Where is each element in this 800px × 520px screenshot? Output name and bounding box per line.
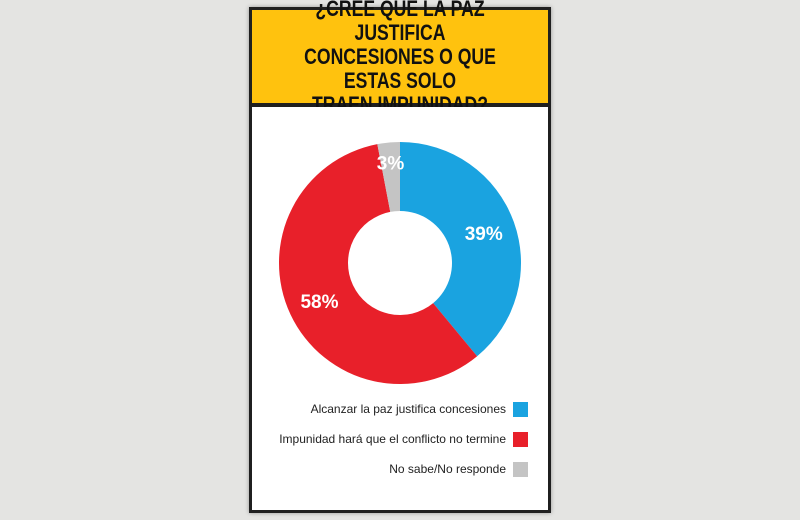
- infographic-card: ¿CREE QUE LA PAZ JUSTIFICA CONCESIONES O…: [249, 0, 551, 513]
- donut-slice-1: [400, 142, 521, 357]
- legend-item-2: Impunidad hará que el conflicto no termi…: [279, 429, 528, 449]
- chart-panel: 39% 58% 3% Alcanzar la paz justifica conce…: [252, 107, 548, 510]
- legend-swatch: [513, 431, 528, 447]
- legend-item-3: No sabe/No responde: [389, 459, 528, 479]
- legend-swatch: [513, 461, 528, 477]
- chart-title: ¿CREE QUE LA PAZ JUSTIFICA CONCESIONES O…: [304, 0, 496, 117]
- slice-label-1: 39%: [465, 224, 503, 245]
- donut-slice-2: [278, 144, 478, 385]
- donut-slice-3: [377, 142, 400, 212]
- slice-label-3: 3%: [377, 153, 405, 174]
- donut-chart: 39% 58% 3%: [278, 142, 521, 385]
- legend-label: No sabe/No responde: [389, 462, 506, 476]
- legend-swatch: [513, 401, 528, 417]
- title-banner: ¿CREE QUE LA PAZ JUSTIFICA CONCESIONES O…: [252, 0, 548, 116]
- legend-label: Impunidad hará que el conflicto no termi…: [279, 432, 506, 446]
- slice-label-2: 58%: [300, 292, 338, 313]
- legend-label: Alcanzar la paz justifica concesiones: [310, 402, 506, 416]
- legend-item-1: Alcanzar la paz justifica concesiones: [311, 399, 528, 419]
